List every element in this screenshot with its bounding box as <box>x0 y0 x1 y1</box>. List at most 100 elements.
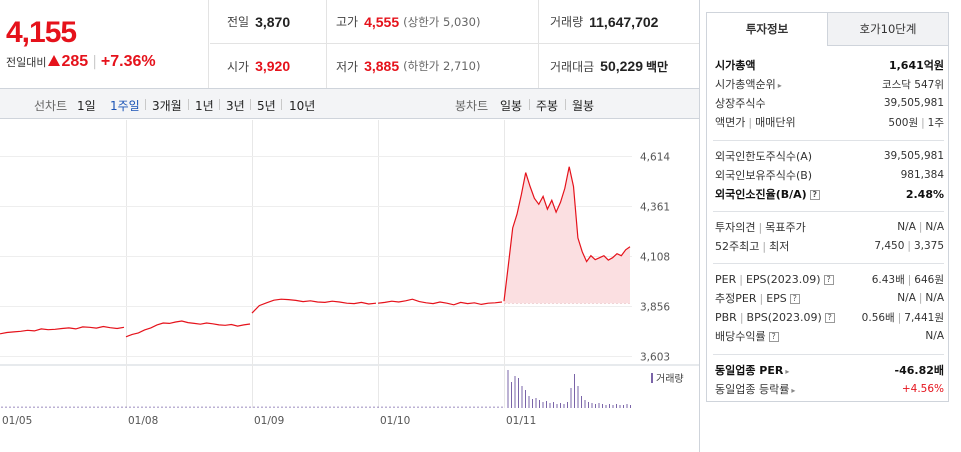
opinion-label: 투자의견 <box>715 221 756 234</box>
section-divider <box>713 354 944 355</box>
period-tab-1y[interactable]: 1년 <box>195 99 214 113</box>
chevron-right-icon: ▸ <box>777 81 782 90</box>
section-divider <box>713 263 944 264</box>
high-cell: 고가 4,555 (상한가 5,030) <box>326 0 538 43</box>
eps-value: 646원 <box>914 273 944 286</box>
current-price-box: 4,155 전일대비 285 | +7.36% <box>0 0 209 88</box>
x-tick-label: 01/10 <box>380 415 410 427</box>
price-line-series <box>377 298 503 306</box>
foreign-holding-row: 외국인보유주식수(B) 981,384 <box>715 166 944 184</box>
info-tabs: 투자정보 호가10단계 <box>707 13 948 46</box>
period-tab-10y[interactable]: 10년 <box>289 99 316 113</box>
tab-divider <box>219 99 220 110</box>
tab-investment-info[interactable]: 투자정보 <box>707 13 827 46</box>
price-line-series <box>125 320 251 338</box>
price-chart: 4,614 4,361 4,108 3,856 3,603 거래량 01/05 01/08 01… <box>0 120 699 452</box>
dividend-row: 배당수익률? N/A <box>715 327 944 345</box>
prev-close-value: 3,870 <box>255 13 291 30</box>
low-cell: 저가 3,885 (하한가 2,710) <box>326 44 538 88</box>
y-tick-label: 4,614 <box>640 152 670 164</box>
help-icon[interactable]: ? <box>768 332 779 342</box>
volume-legend-swatch <box>651 373 653 383</box>
tab-divider <box>529 99 530 110</box>
market-cap-value: 1,641억원 <box>888 59 944 72</box>
period-tab-5y[interactable]: 5년 <box>257 99 276 113</box>
open-cell: 시가 3,920 <box>210 44 326 88</box>
dividend-label: 배당수익률 <box>715 330 766 343</box>
chart-period-tabs: 선차트 1일 1주일 3개월 1년 3년 5년 10년 봉차트 일봉 주봉 월봉 <box>0 88 699 119</box>
candle-tab-monthly[interactable]: 월봉 <box>572 99 595 113</box>
market-cap-label: 시가총액 <box>715 59 756 72</box>
volume-legend-label: 거래량 <box>656 373 684 385</box>
per-label: PER <box>715 272 737 286</box>
y-tick-label: 4,108 <box>640 252 670 264</box>
price-chart-svg: 4,614 4,361 4,108 3,856 3,603 거래량 01/05 01/08 01… <box>0 120 699 427</box>
eps-label: EPS(2023.09) <box>745 272 821 286</box>
industry-rate-row[interactable]: 동일업종 등락률 ▸ +4.56% <box>715 380 944 398</box>
candle-tab-weekly[interactable]: 주봉 <box>536 99 559 113</box>
open-label: 시가 <box>227 59 250 74</box>
industry-per-row[interactable]: 동일업종 PER ▸ -46.82배 <box>715 361 944 379</box>
est-eps-value: N/A <box>925 292 944 304</box>
par-label: 액면가 <box>715 116 746 129</box>
amount-unit: 백만 <box>646 59 669 74</box>
chevron-right-icon: ▸ <box>785 367 790 376</box>
help-icon[interactable]: ? <box>824 312 835 323</box>
target-price-value: N/A <box>925 221 944 233</box>
tab-divider <box>188 99 189 110</box>
current-price: 4,155 <box>6 16 77 49</box>
52week-low-value: 3,375 <box>913 240 944 252</box>
listed-shares-row: 상장주식수 39,505,981 <box>715 94 944 112</box>
help-icon[interactable]: ? <box>823 274 834 285</box>
candle-chart-label: 봉차트 <box>455 99 489 113</box>
amount-value: 50,229 <box>600 58 643 74</box>
price-line-series <box>0 325 125 335</box>
shares-label: 상장주식수 <box>715 97 766 110</box>
price-line-series <box>503 166 631 302</box>
y-tick-label: 4,361 <box>640 202 670 214</box>
par-value: 500원 <box>888 116 919 129</box>
change-percent: +7.36% <box>100 53 156 70</box>
foreign-holding-label: 외국인보유주식수(B) <box>715 169 813 182</box>
tab-divider <box>565 99 566 110</box>
tab-divider <box>145 99 146 110</box>
prev-close-label: 전일 <box>227 15 250 29</box>
est-per-eps-row: 추정PER | EPS? N/A | N/A <box>715 292 944 305</box>
volume-cell: 거래량 11,647,702 <box>538 0 699 43</box>
period-tab-3y[interactable]: 3년 <box>226 99 245 113</box>
section-divider <box>713 140 944 141</box>
opinion-row: 투자의견 | 목표주가 N/A | N/A <box>715 221 944 234</box>
pbr-label: PBR <box>715 310 737 324</box>
x-tick-label: 01/11 <box>506 415 536 427</box>
price-fill-area <box>504 166 630 304</box>
period-tab-3m[interactable]: 3개월 <box>152 99 182 113</box>
tab-divider <box>281 99 282 110</box>
industry-per-label: 동일업종 PER <box>715 364 784 377</box>
help-icon[interactable]: ? <box>789 294 800 304</box>
tab-divider <box>250 99 251 110</box>
chevron-right-icon: ▸ <box>791 386 796 395</box>
candle-tab-daily[interactable]: 일봉 <box>500 99 523 113</box>
period-tab-1d[interactable]: 1일 <box>77 99 96 113</box>
foreign-holding-value: 981,384 <box>900 169 944 181</box>
est-per-label: 추정PER <box>715 292 757 305</box>
high-value: 4,555 <box>364 13 400 30</box>
low-label: 저가 <box>336 59 359 74</box>
opinion-value: N/A <box>897 221 916 233</box>
market-cap-rank-row[interactable]: 시가총액순위 ▸ 코스닥 547위 <box>715 75 944 93</box>
amount-cell: 거래대금 50,229 백만 <box>538 44 699 88</box>
period-tab-1w[interactable]: 1주일 <box>110 99 140 113</box>
foreign-limit-value: 39,505,981 <box>883 150 944 162</box>
upper-limit: (상한가 5,030) <box>403 14 481 29</box>
industry-rate-value: +4.56% <box>901 383 944 395</box>
summary-row: 시가 3,920 저가 3,885 (하한가 2,710) 거래대금 50,22… <box>210 44 699 88</box>
help-icon[interactable]: ? <box>809 190 820 200</box>
foreign-ratio-value: 2.48% <box>905 187 944 201</box>
change-value: 285 <box>61 53 89 70</box>
volume-value: 11,647,702 <box>589 13 659 30</box>
foreign-limit-row: 외국인한도주식수(A) 39,505,981 <box>715 147 944 165</box>
shares-value: 39,505,981 <box>883 97 944 109</box>
tab-orderbook[interactable]: 호가10단계 <box>827 13 948 46</box>
bps-label: BPS(2023.09) <box>746 310 822 324</box>
par-value-row: 액면가 | 매매단위 500원 | 1주 <box>715 116 944 129</box>
